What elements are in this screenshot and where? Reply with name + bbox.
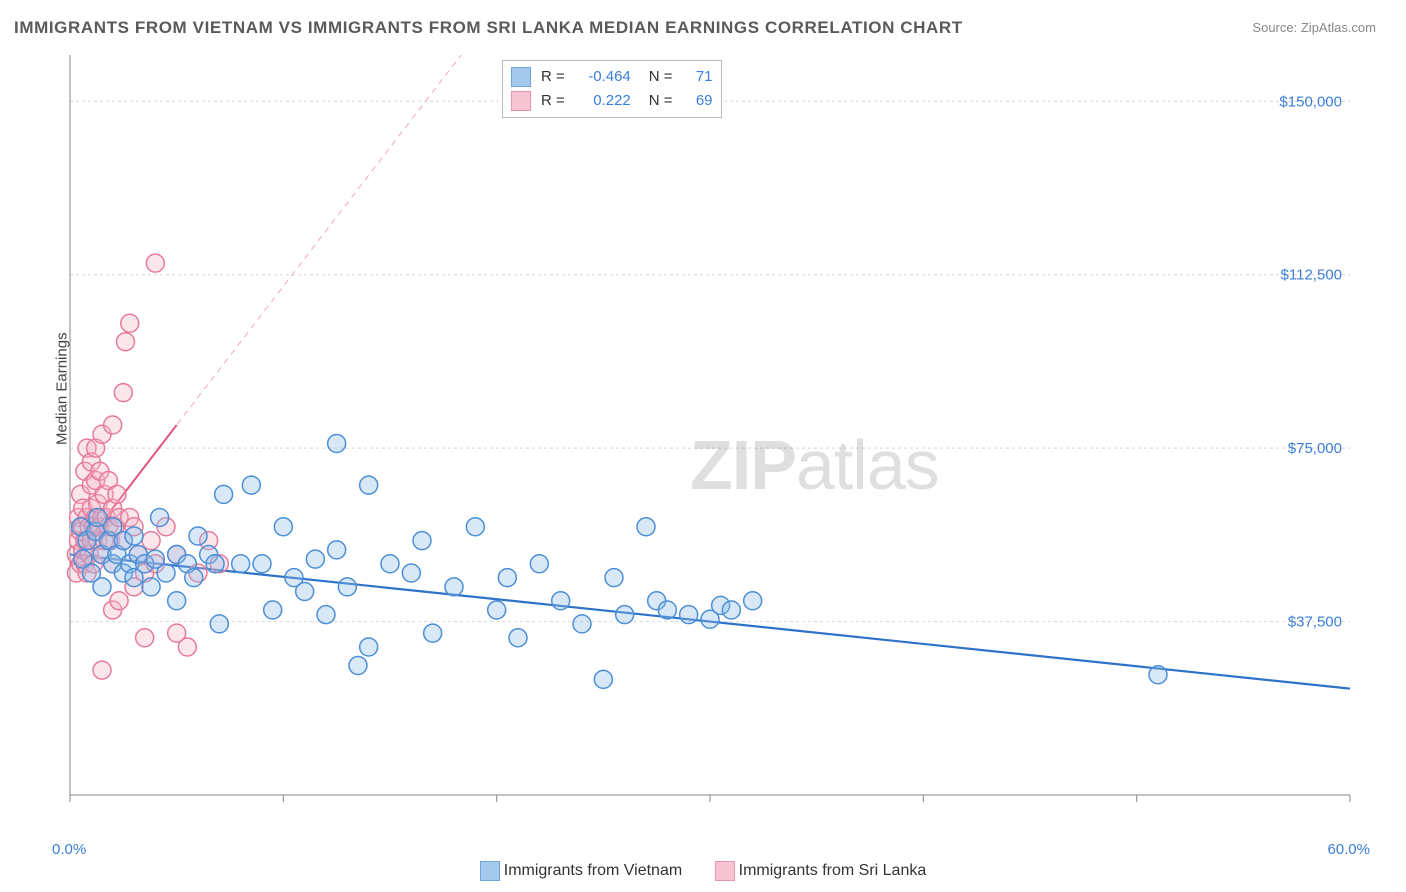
legend-swatch-srilanka (715, 861, 735, 881)
svg-text:$37,500: $37,500 (1288, 614, 1342, 631)
x-axis-max-label: 60.0% (1327, 841, 1370, 858)
svg-text:$112,500: $112,500 (1281, 267, 1342, 284)
stat-row-srilanka: R =0.222N =69 (511, 89, 713, 113)
legend-item-vietnam: Immigrants from Vietnam (480, 861, 682, 881)
chart-container: IMMIGRANTS FROM VIETNAM VS IMMIGRANTS FR… (0, 0, 1406, 892)
legend-item-srilanka: Immigrants from Sri Lanka (715, 861, 927, 881)
legend-label-vietnam: Immigrants from Vietnam (504, 862, 682, 880)
legend: Immigrants from Vietnam Immigrants from … (0, 861, 1406, 886)
correlation-stats-box: R =-0.464N =71R =0.222N =69 (502, 60, 722, 118)
x-axis-min-label: 0.0% (52, 841, 86, 858)
y-axis-label: Median Earnings (54, 332, 71, 445)
legend-label-srilanka: Immigrants from Sri Lanka (739, 862, 927, 880)
legend-swatch-vietnam (480, 861, 500, 881)
plot-area: $37,500 $75,000 $112,500 $150,000 Median Ea… (50, 55, 1370, 835)
source-value: ZipAtlas.com (1301, 20, 1376, 35)
stat-row-vietnam: R =-0.464N =71 (511, 65, 713, 89)
source-label: Source: (1252, 20, 1297, 35)
svg-text:$75,000: $75,000 (1288, 440, 1342, 457)
svg-text:$150,000: $150,000 (1279, 93, 1342, 110)
scatter-chart-svg: $37,500 $75,000 $112,500 $150,000 (50, 55, 1370, 835)
chart-title: IMMIGRANTS FROM VIETNAM VS IMMIGRANTS FR… (14, 18, 963, 38)
source-attribution: Source: ZipAtlas.com (1252, 20, 1376, 35)
